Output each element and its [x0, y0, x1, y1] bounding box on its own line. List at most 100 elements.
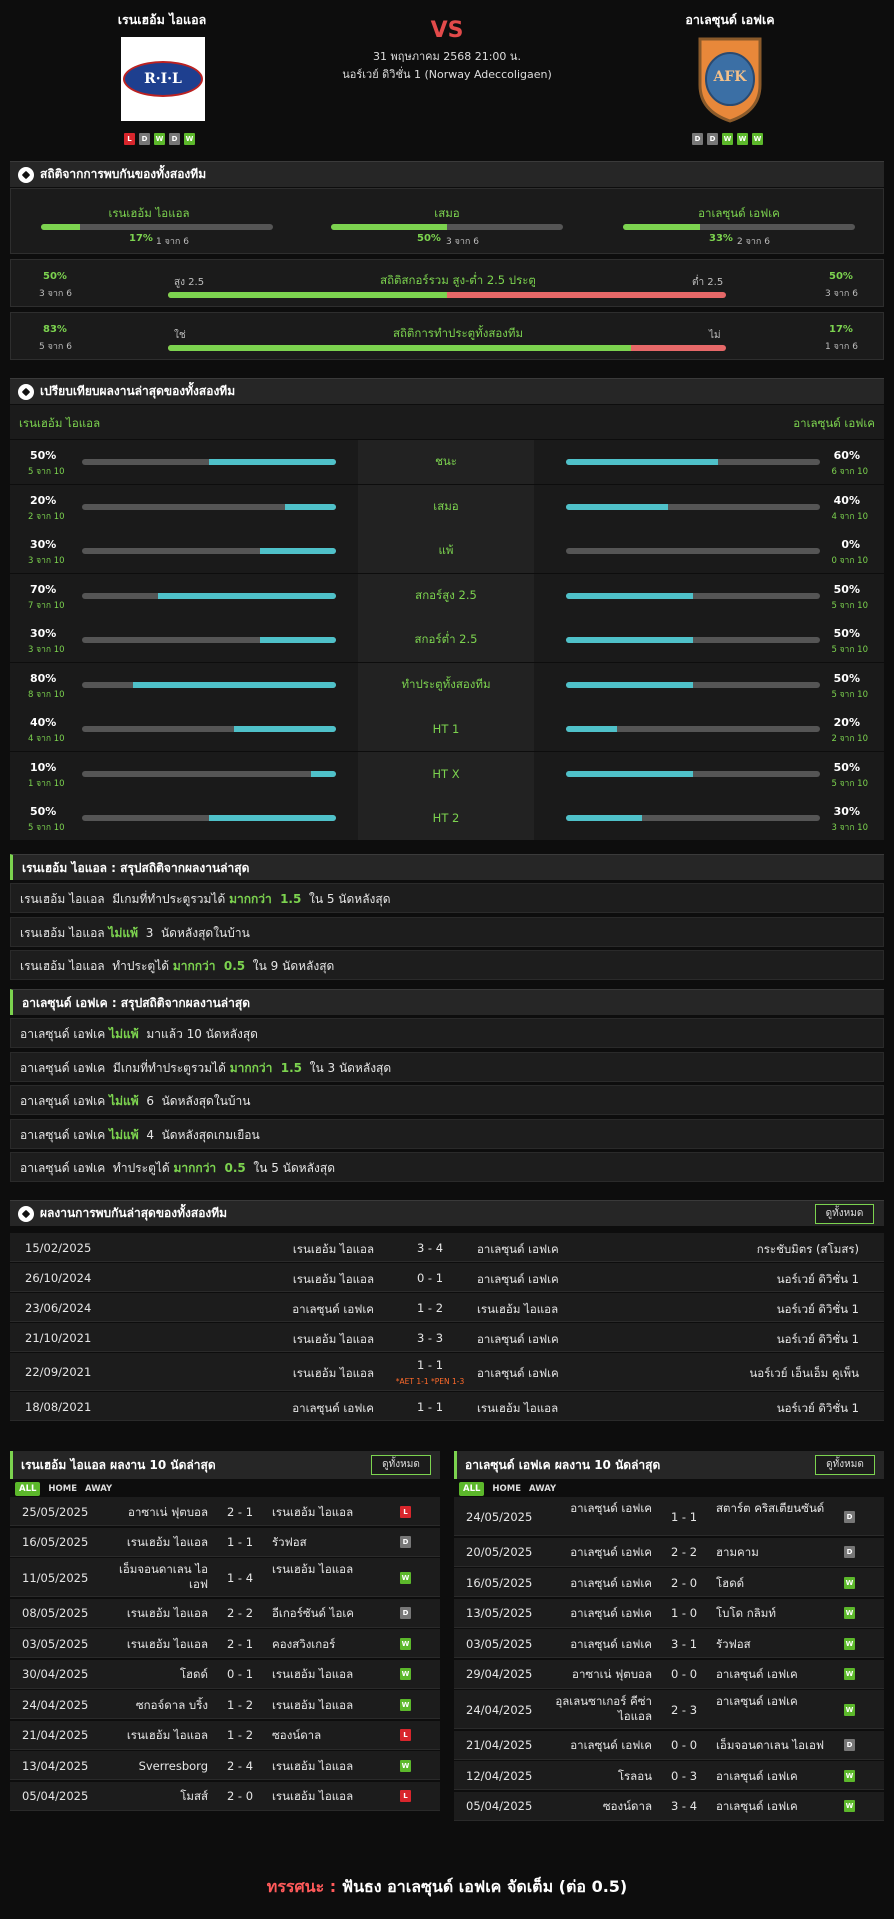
last10-row[interactable]: 12/04/2025 โรลอน 0 - 3 อาเลซุนด์ เอฟเค W	[454, 1761, 884, 1790]
h2h-result-row[interactable]: 22/09/2021 เรนเฮอ้ม ไอแอล 1 - 1 *AET 1-1 *P…	[10, 1353, 884, 1391]
tab-away[interactable]: AWAY	[85, 1484, 113, 1494]
h2h-away-team[interactable]: อาเลซุนด์ เอฟเค	[477, 1241, 559, 1256]
tab-away[interactable]: AWAY	[529, 1484, 557, 1494]
last10-home-team[interactable]: เรนเฮอ้ม ไอแอล	[126, 1606, 208, 1620]
h2h-home-team[interactable]: เรนเฮอ้ม ไอแอล	[292, 1331, 374, 1346]
last10-row[interactable]: 24/05/2025 อาเลซุนด์ เอฟเค 1 - 1 สตาร์ต คริ…	[454, 1497, 884, 1536]
away-team-name[interactable]: อาเลซุนด์ เอฟเค	[685, 12, 775, 27]
tab-all[interactable]: ALL	[459, 1482, 485, 1496]
last10-row[interactable]: 21/04/2025 เรนเฮอ้ม ไอแอล 1 - 2 ซองน์ดาล L	[10, 1720, 440, 1750]
result-badge: W	[844, 1769, 855, 1782]
tab-home[interactable]: HOME	[492, 1484, 522, 1494]
h2h-home-team[interactable]: เรนเฮอ้ม ไอแอล	[292, 1271, 374, 1286]
h2h-home-team[interactable]: เรนเฮอ้ม ไอแอล	[292, 1366, 374, 1380]
compare-home-pct: 70%	[30, 582, 57, 596]
compare-label: HT X	[358, 751, 534, 796]
last10-date: 16/05/2025	[22, 1535, 89, 1549]
last10-home-team[interactable]: โมสส์	[180, 1789, 208, 1803]
last10-away-team[interactable]: โบโด กลิมท์	[716, 1606, 776, 1620]
last10-away-team[interactable]: เรนเฮอ้ม ไอแอล	[272, 1697, 354, 1712]
last10-home-team[interactable]: ซกอจ์ดาล บริ้ง	[135, 1697, 208, 1712]
last10-away-team[interactable]: เอ็มจอนดาเลน ไอเอฟ	[716, 1738, 825, 1752]
compare-home-cell: 40% 4 จาก 10	[10, 707, 358, 751]
home-last10-view-all-button[interactable]: ดูทั้งหมด	[371, 1455, 431, 1475]
last10-home-team[interactable]: เรนเฮอ้ม ไอแอล	[126, 1636, 208, 1651]
last10-away-team[interactable]: รัวฟอส	[716, 1636, 751, 1651]
compare-home-pct: 50%	[30, 805, 57, 818]
last10-row[interactable]: 11/05/2025 เอ็มจอนดาเลน ไอเอฟ 1 - 4 เรนเฮอ้…	[10, 1558, 440, 1597]
last10-away-team[interactable]: อาเลซุนด์ เอฟเค	[716, 1799, 798, 1813]
tab-all[interactable]: ALL	[15, 1482, 41, 1496]
last10-away-team[interactable]: เรนเฮอ้ม ไอแอล	[272, 1504, 354, 1519]
last10-row[interactable]: 08/05/2025 เรนเฮอ้ม ไอแอล 2 - 2 อีเกอร์ซันด…	[10, 1598, 440, 1628]
last10-away-team[interactable]: เรนเฮอ้ม ไอแอล	[272, 1667, 354, 1681]
last10-away-team[interactable]: เรนเฮอ้ม ไอแอล	[272, 1789, 354, 1803]
last10-row[interactable]: 03/05/2025 เรนเฮอ้ม ไอแอล 2 - 1 คองสวิงเกอร…	[10, 1629, 440, 1658]
last10-row[interactable]: 21/04/2025 อาเลซุนด์ เอฟเค 0 - 0 เอ็มจอนดาเ…	[454, 1730, 884, 1760]
home-team-name[interactable]: เรนเฮอ้ม ไอแอล	[117, 12, 207, 27]
h2h-result-row[interactable]: 15/02/2025 เรนเฮอ้ม ไอแอล 3 - 4 อาเลซุนด์ เ…	[10, 1233, 884, 1262]
last10-away-team[interactable]: รัวฟอส	[272, 1535, 307, 1549]
last10-away-team[interactable]: อาเลซุนด์ เอฟเค	[716, 1768, 798, 1783]
last10-row[interactable]: 24/04/2025 ซกอจ์ดาล บริ้ง 1 - 2 เรนเฮอ้ม ไอ…	[10, 1690, 440, 1719]
result-badge: D	[400, 1536, 411, 1548]
last10-home-team[interactable]: อาเลซุนด์ เอฟเค	[570, 1501, 652, 1515]
h2h-home-team[interactable]: อาเลซุนด์ เอฟเค	[292, 1400, 374, 1415]
last10-home-team[interactable]: อาเลซุนด์ เอฟเค	[570, 1738, 652, 1752]
last10-row[interactable]: 13/05/2025 อาเลซุนด์ เอฟเค 1 - 0 โบโด กลิมท…	[454, 1598, 884, 1628]
last10-row[interactable]: 05/04/2025 โมสส์ 2 - 0 เรนเฮอ้ม ไอแอล L	[10, 1781, 440, 1811]
last10-away-team[interactable]: สตาร์ต คริสเตียนซันด์	[716, 1501, 825, 1515]
last10-row[interactable]: 13/04/2025 Sverresborg 2 - 4 เรนเฮอ้ม ไอแอล…	[10, 1751, 440, 1780]
last10-row[interactable]: 30/04/2025 โฮดด์ 0 - 1 เรนเฮอ้ม ไอแอล W	[10, 1659, 440, 1689]
last10-row[interactable]: 20/05/2025 อาเลซุนด์ เอฟเค 2 - 2 ฮามคาม D	[454, 1537, 884, 1567]
last10-row[interactable]: 25/05/2025 อาซาเน่ ฟุตบอล 2 - 1 เรนเฮอ้ม ไอ…	[10, 1497, 440, 1526]
last10-home-team[interactable]: ซองน์ดาล	[602, 1799, 652, 1813]
last10-home-team[interactable]: เรนเฮอ้ม ไอแอล	[126, 1728, 208, 1742]
last10-row[interactable]: 24/04/2025 อุลเลนซาเกอร์ คีซ่า ไอแอล 2 - 3…	[454, 1690, 884, 1729]
h2h-view-all-button[interactable]: ดูทั้งหมด	[815, 1204, 874, 1224]
last10-home-team[interactable]: โรลอน	[617, 1768, 652, 1783]
home-team-logo[interactable]: R·I·L	[121, 37, 205, 121]
last10-row[interactable]: 03/05/2025 อาเลซุนด์ เอฟเค 3 - 1 รัวฟอส W	[454, 1629, 884, 1658]
last10-away-team[interactable]: อาเลซุนด์ เอฟเค	[716, 1667, 798, 1681]
compare-away-count: 5 จาก 10	[831, 600, 868, 611]
h2h-result-row[interactable]: 18/08/2021 อาเลซุนด์ เอฟเค 1 - 1 เรนเฮอ้ม ไ…	[10, 1392, 884, 1421]
h2h-away-team[interactable]: เรนเฮอ้ม ไอแอล	[477, 1400, 559, 1415]
h2h-away-team[interactable]: เรนเฮอ้ม ไอแอล	[477, 1301, 559, 1316]
last10-row[interactable]: 16/05/2025 เรนเฮอ้ม ไอแอล 1 - 1 รัวฟอส D	[10, 1527, 440, 1557]
h2h-result-row[interactable]: 26/10/2024 เรนเฮอ้ม ไอแอล 0 - 1 อาเลซุนด์ เ…	[10, 1263, 884, 1292]
away-team-logo[interactable]: AFK	[694, 35, 766, 123]
away-last10-view-all-button[interactable]: ดูทั้งหมด	[815, 1455, 875, 1475]
h2h-home-team[interactable]: เรนเฮอ้ม ไอแอล	[292, 1241, 374, 1256]
h2h-home-team[interactable]: อาเลซุนด์ เอฟเค	[292, 1301, 374, 1316]
last10-home-team[interactable]: เอ็มจอนดาเลน ไอเอฟ	[118, 1562, 208, 1591]
h2h-away-team[interactable]: อาเลซุนด์ เอฟเค	[477, 1271, 559, 1286]
h2h-away-team[interactable]: อาเลซุนด์ เอฟเค	[477, 1331, 559, 1346]
last10-home-team[interactable]: Sverresborg	[138, 1758, 208, 1773]
last10-away-team[interactable]: อาเลซุนด์ เอฟเค	[716, 1694, 798, 1708]
ou-right-count: 3 จาก 6	[825, 289, 858, 299]
last10-home-team[interactable]: โฮดด์	[179, 1667, 208, 1681]
last10-away-team[interactable]: ฮามคาม	[716, 1545, 759, 1559]
last10-home-team[interactable]: อาซาเน่ ฟุตบอล	[128, 1504, 208, 1519]
last10-home-team[interactable]: อาเลซุนด์ เอฟเค	[570, 1575, 652, 1590]
tab-home[interactable]: HOME	[48, 1484, 78, 1494]
h2h-result-row[interactable]: 23/06/2024 อาเลซุนด์ เอฟเค 1 - 2 เรนเฮอ้ม ไ…	[10, 1293, 884, 1322]
last10-row[interactable]: 05/04/2025 ซองน์ดาล 3 - 4 อาเลซุนด์ เอฟเค W	[454, 1791, 884, 1821]
last10-home-team[interactable]: เรนเฮอ้ม ไอแอล	[126, 1535, 208, 1549]
last10-home-team[interactable]: อาซาเน่ ฟุตบอล	[572, 1667, 652, 1681]
last10-row[interactable]: 29/04/2025 อาซาเน่ ฟุตบอล 0 - 0 อาเลซุนด์ เ…	[454, 1659, 884, 1689]
last10-away-team[interactable]: คองสวิงเกอร์	[272, 1636, 336, 1651]
last10-home-team[interactable]: อุลเลนซาเกอร์ คีซ่า ไอแอล	[555, 1694, 652, 1723]
last10-home-team[interactable]: อาเลซุนด์ เอฟเค	[570, 1606, 652, 1620]
last10-home-team[interactable]: อาเลซุนด์ เอฟเค	[570, 1545, 652, 1559]
last10-row[interactable]: 16/05/2025 อาเลซุนด์ เอฟเค 2 - 0 โฮดด์ W	[454, 1568, 884, 1597]
last10-away-team[interactable]: เรนเฮอ้ม ไอแอล	[272, 1758, 354, 1773]
last10-away-team[interactable]: โฮดด์	[716, 1575, 745, 1590]
last10-away-team[interactable]: อีเกอร์ซันด์ ไอเค	[272, 1606, 354, 1620]
h2h-away-team[interactable]: อาเลซุนด์ เอฟเค	[477, 1366, 559, 1380]
last10-home-team[interactable]: อาเลซุนด์ เอฟเค	[570, 1636, 652, 1651]
last10-away-team[interactable]: ซองน์ดาล	[272, 1728, 322, 1742]
last10-away-team[interactable]: เรนเฮอ้ม ไอแอล	[272, 1562, 354, 1576]
h2h-result-row[interactable]: 21/10/2021 เรนเฮอ้ม ไอแอล 3 - 3 อาเลซุนด์ เ…	[10, 1323, 884, 1352]
